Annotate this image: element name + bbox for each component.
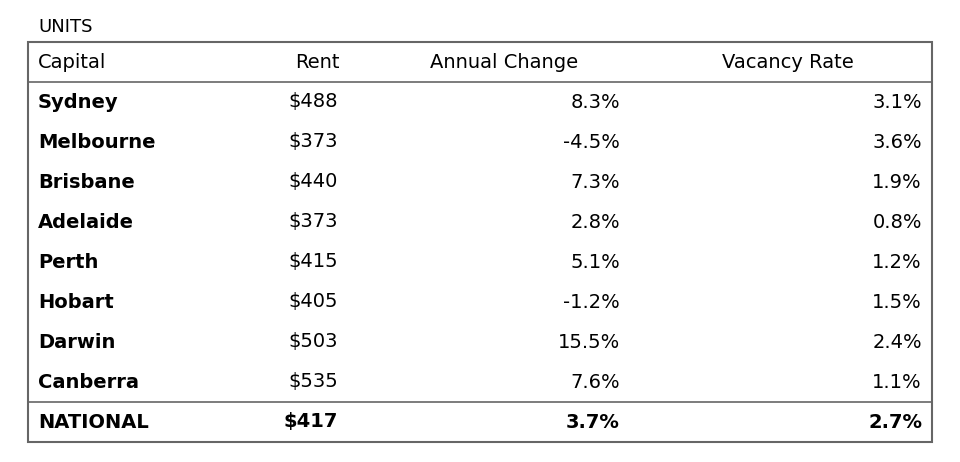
Text: NATIONAL: NATIONAL: [38, 413, 149, 432]
Text: $373: $373: [289, 213, 338, 231]
Text: 5.1%: 5.1%: [570, 253, 620, 272]
Text: $488: $488: [289, 92, 338, 111]
Text: $503: $503: [289, 333, 338, 352]
Text: $417: $417: [283, 413, 338, 432]
Text: Melbourne: Melbourne: [38, 133, 156, 152]
Text: $373: $373: [289, 133, 338, 152]
Text: $535: $535: [288, 372, 338, 391]
Text: 7.3%: 7.3%: [570, 172, 620, 192]
Text: 15.5%: 15.5%: [558, 333, 620, 352]
Text: Rent: Rent: [295, 53, 340, 72]
Text: 3.7%: 3.7%: [566, 413, 620, 432]
Text: 2.4%: 2.4%: [873, 333, 922, 352]
Text: Hobart: Hobart: [38, 292, 113, 311]
Text: Vacancy Rate: Vacancy Rate: [722, 53, 853, 72]
Text: 3.6%: 3.6%: [873, 133, 922, 152]
Text: 1.2%: 1.2%: [873, 253, 922, 272]
Text: $440: $440: [289, 172, 338, 192]
Text: -4.5%: -4.5%: [564, 133, 620, 152]
Text: 1.9%: 1.9%: [873, 172, 922, 192]
Text: Annual Change: Annual Change: [430, 53, 578, 72]
Bar: [28, 42, 932, 442]
Text: Capital: Capital: [38, 53, 107, 72]
Text: Perth: Perth: [38, 253, 98, 272]
Text: 7.6%: 7.6%: [570, 372, 620, 391]
Text: 8.3%: 8.3%: [570, 92, 620, 111]
Text: -1.2%: -1.2%: [564, 292, 620, 311]
Text: Sydney: Sydney: [38, 92, 119, 111]
Text: 3.1%: 3.1%: [873, 92, 922, 111]
Text: 2.7%: 2.7%: [868, 413, 922, 432]
Text: Adelaide: Adelaide: [38, 213, 134, 231]
Text: $415: $415: [288, 253, 338, 272]
Text: 1.5%: 1.5%: [873, 292, 922, 311]
Text: $405: $405: [289, 292, 338, 311]
Text: 1.1%: 1.1%: [873, 372, 922, 391]
Text: 2.8%: 2.8%: [570, 213, 620, 231]
Text: UNITS: UNITS: [38, 18, 92, 36]
Text: 0.8%: 0.8%: [873, 213, 922, 231]
Text: Canberra: Canberra: [38, 372, 139, 391]
Text: Brisbane: Brisbane: [38, 172, 134, 192]
Text: Darwin: Darwin: [38, 333, 115, 352]
